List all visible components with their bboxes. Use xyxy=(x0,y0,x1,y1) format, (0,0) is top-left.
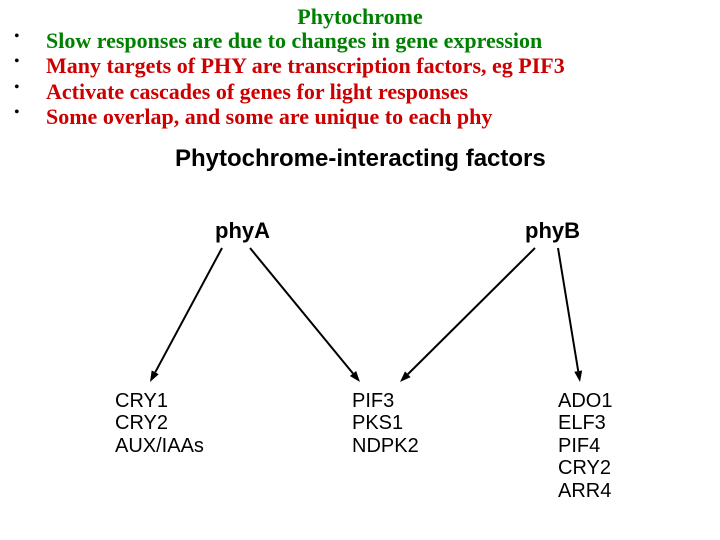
bullet-dot-icon: • xyxy=(14,53,42,71)
target-label: AUX/IAAs xyxy=(115,435,204,457)
diagram-title: Phytochrome-interacting factors xyxy=(175,145,546,173)
target-group-left: CRY1 CRY2 AUX/IAAs xyxy=(115,390,204,457)
node-phyB: phyB xyxy=(525,218,580,244)
bullet-item: • Slow responses are due to changes in g… xyxy=(14,28,565,53)
bullet-item: • Activate cascades of genes for light r… xyxy=(14,79,565,104)
bullet-dot-icon: • xyxy=(14,79,42,97)
bullet-item: • Some overlap, and some are unique to e… xyxy=(14,104,565,129)
bullet-list: • Slow responses are due to changes in g… xyxy=(14,28,565,129)
bullet-text: Slow responses are due to changes in gen… xyxy=(46,28,542,53)
target-label: CRY2 xyxy=(558,457,612,479)
target-label: CRY2 xyxy=(115,412,204,434)
target-label: PIF3 xyxy=(352,390,419,412)
bullet-text: Some overlap, and some are unique to eac… xyxy=(46,104,492,129)
target-group-center: PIF3 PKS1 NDPK2 xyxy=(352,390,419,457)
target-label: NDPK2 xyxy=(352,435,419,457)
target-label: PIF4 xyxy=(558,435,612,457)
slide-title: Phytochrome xyxy=(0,4,720,30)
target-group-right: ADO1 ELF3 PIF4 CRY2 ARR4 xyxy=(558,390,612,502)
slide-root: Phytochrome • Slow responses are due to … xyxy=(0,0,720,540)
bullet-text: Activate cascades of genes for light res… xyxy=(46,79,468,104)
bullet-dot-icon: • xyxy=(14,104,42,122)
bullet-dot-icon: • xyxy=(14,28,42,46)
target-label: CRY1 xyxy=(115,390,204,412)
node-phyA: phyA xyxy=(215,218,270,244)
target-label: PKS1 xyxy=(352,412,419,434)
bullet-text: Many targets of PHY are transcription fa… xyxy=(46,53,565,78)
target-label: ELF3 xyxy=(558,412,612,434)
target-label: ADO1 xyxy=(558,390,612,412)
target-label: ARR4 xyxy=(558,480,612,502)
bullet-item: • Many targets of PHY are transcription … xyxy=(14,53,565,78)
